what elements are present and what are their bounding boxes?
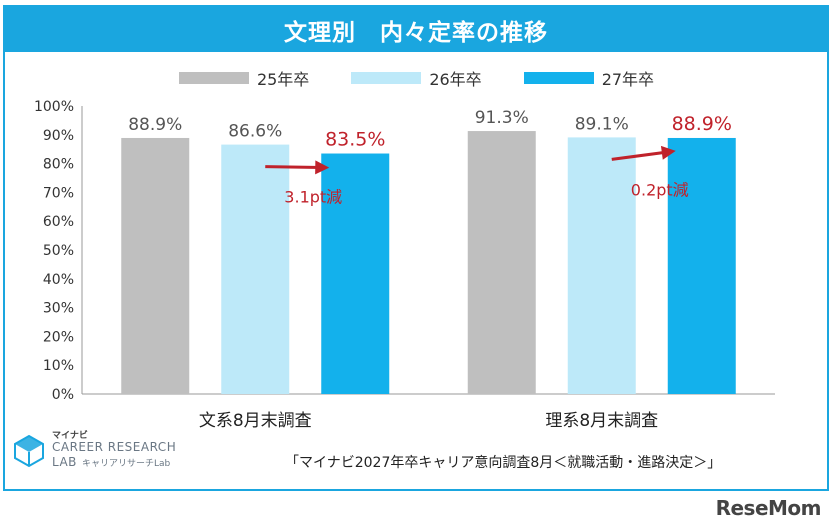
y-tick-label: 20%: [43, 329, 74, 345]
y-tick-label: 60%: [43, 214, 74, 230]
decrease-arrow-line: [611, 150, 668, 161]
bar-series_26: [221, 144, 290, 394]
legend-label-25: 25年卒: [256, 70, 310, 89]
y-tick-label: 80%: [43, 157, 74, 173]
y-tick-label: 0%: [52, 387, 74, 403]
logo-small: マイナビ: [52, 431, 88, 441]
cube-logo-icon: [14, 434, 44, 467]
logo-text: マイナビ CAREER RESEARCH LAB キャリアリサーチLab: [52, 432, 176, 469]
category-label: 理系8月末調査: [545, 411, 658, 431]
bar-series_27: [321, 153, 390, 394]
data-label: 88.9%: [128, 115, 182, 135]
bar-series_25: [121, 137, 190, 394]
legend-label-27: 27年卒: [601, 70, 655, 89]
logo-main-line1: CAREER RESEARCH: [52, 440, 177, 454]
y-tick-label: 90%: [43, 128, 74, 144]
legend-item-26: 26年卒: [351, 66, 482, 90]
legend-swatch-27: [523, 72, 594, 84]
source-note: 「マイナビ2027年卒キャリア意向調査8月＜就職活動・進路決定＞」: [285, 455, 722, 471]
data-label: 91.3%: [475, 108, 529, 128]
y-tick-label: 70%: [43, 185, 74, 201]
y-tick-label: 100%: [34, 99, 74, 115]
data-label: 88.9%: [672, 113, 732, 135]
data-label: 83.5%: [325, 129, 385, 151]
legend-label-26: 26年卒: [429, 70, 482, 89]
legend-swatch-26: [351, 72, 422, 84]
career-research-lab-logo: マイナビ CAREER RESEARCH LAB キャリアリサーチLab: [12, 432, 176, 469]
decrease-arrow-line: [265, 165, 322, 170]
decrease-arrow-head: [660, 145, 676, 160]
y-tick-label: 10%: [43, 358, 74, 374]
logo-sub: キャリアリサーチLab: [82, 459, 171, 469]
y-tick-label: 30%: [43, 301, 74, 317]
legend-swatch-25: [178, 72, 249, 84]
decrease-annotation: 0.2pt減: [631, 180, 689, 199]
decrease-annotation: 3.1pt減: [284, 188, 342, 207]
bar-series_25: [467, 131, 536, 394]
logo-main-line2: LAB: [52, 455, 77, 469]
y-tick-label: 50%: [43, 243, 74, 259]
y-tick-label: 40%: [43, 272, 74, 288]
resemom-watermark: ReseMom: [715, 496, 822, 520]
data-label: 86.6%: [228, 122, 282, 142]
bar-series_27: [667, 137, 736, 394]
category-label: 文系8月末調査: [199, 411, 312, 431]
chart-title: 文理別 内々定率の推移: [5, 7, 827, 52]
legend-item-25: 25年卒: [178, 66, 310, 90]
bar-series_26: [567, 137, 636, 394]
decrease-arrow-head: [315, 160, 330, 175]
legend-item-27: 27年卒: [523, 66, 655, 90]
legend: 25年卒 26年卒 27年卒: [0, 66, 833, 90]
data-label: 89.1%: [575, 114, 629, 134]
